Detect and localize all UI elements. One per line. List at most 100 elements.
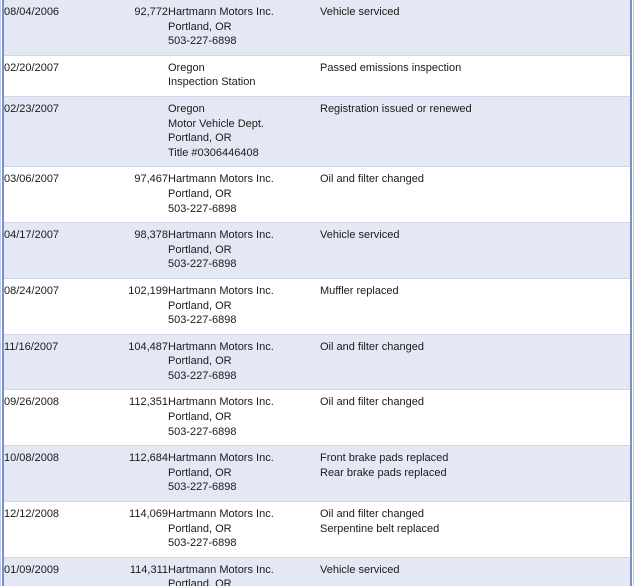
- record-provider-line: Hartmann Motors Inc.: [168, 563, 274, 576]
- record-provider-line: 503-227-6898: [168, 481, 237, 494]
- panel-left-outer-rule: [0, 0, 1, 586]
- record-provider-line: Hartmann Motors Inc.: [168, 340, 274, 353]
- record-service-line: Passed emissions inspection: [320, 61, 462, 74]
- record-service-line: Vehicle serviced: [320, 6, 400, 18]
- record-provider-line: Hartmann Motors Inc.: [168, 6, 274, 18]
- table-row[interactable]: 03/06/2007 97,467 Hartmann Motors Inc. Port…: [4, 166, 630, 224]
- table-row[interactable]: 04/17/2007 98,378 Hartmann Motors Inc. Port…: [4, 222, 630, 279]
- record-provider-line: Portland, OR: [168, 411, 232, 424]
- record-provider: Hartmann Motors Inc. Portland, OR 503-227-…: [168, 0, 320, 56]
- record-date: 04/17/2007: [4, 222, 101, 279]
- record-provider-line: Hartmann Motors Inc.: [168, 452, 274, 465]
- record-provider: Oregon Motor Vehicle Dept. Portland, OR Tit…: [168, 96, 320, 168]
- record-service: Oil and filter changed: [320, 166, 630, 224]
- table-row[interactable]: 02/23/2007 Oregon Motor Vehicle Dept. Portl…: [4, 96, 630, 168]
- record-provider: Hartmann Motors Inc.Portland, OR 503-227-…: [168, 445, 320, 503]
- record-date: 12/12/2008: [4, 501, 101, 558]
- record-provider: Oregon Inspection Station: [168, 55, 320, 97]
- record-provider-line: Oregon: [168, 102, 205, 115]
- record-service-line: Rear brake pads replaced: [320, 466, 447, 479]
- table-row[interactable]: 10/08/2008 112,684 Hartmann Motors Inc. Por…: [4, 445, 630, 503]
- record-service-line: Front brake pads replaced: [320, 452, 449, 465]
- record-provider: Hartmann Motors Inc.Portland, OR 503-227-…: [168, 501, 320, 558]
- record-service-line: Oil and filter changed: [320, 173, 424, 186]
- record-service: Vehicle serviced: [320, 0, 630, 56]
- record-provider-line: Hartmann Motors Inc.: [168, 173, 274, 186]
- record-service-line: Muffler replaced: [320, 284, 399, 297]
- record-mileage: 98,378: [101, 222, 168, 279]
- table-row[interactable]: 01/09/2009 114,311 Hartmann Motors Inc. Por…: [4, 557, 630, 586]
- record-provider-line: Portland, OR: [168, 578, 232, 586]
- table-row[interactable]: 08/04/2006 92,772 Hartmann Motors Inc. Port…: [4, 0, 630, 56]
- record-provider: Hartmann Motors Inc.Portland, OR503-227-…: [168, 557, 320, 586]
- record-service: Passed emissions inspection: [320, 55, 630, 97]
- record-date: 08/24/2007: [4, 278, 101, 335]
- panel-right-rule: [630, 0, 632, 586]
- record-date: 10/08/2008: [4, 445, 101, 503]
- record-provider: Hartmann Motors Inc. Portland, OR 503-227-…: [168, 278, 320, 335]
- table-row[interactable]: 02/20/2007 Oregon Inspection Station Passed…: [4, 55, 630, 97]
- record-mileage: 112,351: [101, 389, 168, 447]
- record-date: 03/06/2007: [4, 166, 101, 224]
- record-provider-line: 503-227-6898: [168, 537, 237, 550]
- record-date: 08/04/2006: [4, 0, 101, 56]
- service-history-table: 08/04/2006 92,772 Hartmann Motors Inc. Port…: [4, 0, 630, 586]
- record-service: Oil and filter changed: [320, 389, 630, 447]
- record-service-line: Serpentine belt replaced: [320, 522, 440, 535]
- record-provider-line: Portland, OR: [168, 20, 232, 33]
- table-row[interactable]: 08/24/2007 102,199 Hartmann Motors Inc. Por…: [4, 278, 630, 335]
- record-mileage: [101, 55, 168, 97]
- panel-right-outer-rule: [633, 0, 634, 586]
- record-mileage: 92,772: [101, 0, 168, 56]
- record-date: 02/23/2007: [4, 96, 101, 168]
- record-mileage: 104,487: [101, 334, 168, 391]
- record-service-line: Oil and filter changed: [320, 340, 424, 353]
- record-service-line: Oil and filter changed: [320, 508, 424, 521]
- record-mileage: 114,311: [101, 557, 168, 586]
- record-provider-line: Portland, OR: [168, 132, 232, 145]
- record-service: Muffler replaced: [320, 278, 630, 335]
- record-provider-line: 503-227-6898: [168, 425, 237, 438]
- record-service-line: Registration issued or renewed: [320, 102, 472, 115]
- record-mileage: [101, 96, 168, 168]
- table-row[interactable]: 09/26/2008 112,351 Hartmann Motors Inc. Por…: [4, 389, 630, 447]
- record-provider-line: Portland, OR: [168, 522, 232, 535]
- table-row[interactable]: 11/16/2007 104,487 Hartmann Motors Inc. Por…: [4, 334, 630, 391]
- record-service: Front brake pads replaced Rear brake pads…: [320, 445, 630, 503]
- record-provider-line: Portland, OR: [168, 466, 232, 479]
- record-date: 11/16/2007: [4, 334, 101, 391]
- record-provider-line: Portland, OR: [168, 243, 232, 256]
- record-provider-line: 503-227-6898: [168, 314, 237, 327]
- record-provider-line: Portland, OR: [168, 299, 232, 312]
- panel-left-rule: [2, 0, 4, 586]
- record-provider-line: 503-227-6898: [168, 258, 237, 271]
- record-mileage: 112,684: [101, 445, 168, 503]
- record-provider-line: Portland, OR: [168, 355, 232, 368]
- record-provider: Hartmann Motors Inc.Portland, OR 503-227-…: [168, 166, 320, 224]
- record-service: Registration issued or renewed: [320, 96, 630, 168]
- record-date: 02/20/2007: [4, 55, 101, 97]
- record-provider-line: 503-227-6898: [168, 202, 237, 215]
- record-mileage: 97,467: [101, 166, 168, 224]
- record-provider-line: Title #0306446408: [168, 146, 259, 159]
- record-provider-line: Inspection Station: [168, 76, 256, 89]
- record-service-line: Oil and filter changed: [320, 396, 424, 409]
- record-service: Vehicle serviced: [320, 222, 630, 279]
- table-row[interactable]: 12/12/2008 114,069 Hartmann Motors Inc. Por…: [4, 501, 630, 558]
- record-provider-line: Hartmann Motors Inc.: [168, 284, 274, 297]
- record-service: Oil and filter changed: [320, 334, 630, 391]
- record-provider-line: 503-227-6898: [168, 35, 237, 48]
- record-provider-line: Hartmann Motors Inc.: [168, 508, 274, 521]
- record-provider-line: Portland, OR: [168, 187, 232, 200]
- record-date: 01/09/2009: [4, 557, 101, 586]
- service-history-body: 08/04/2006 92,772 Hartmann Motors Inc. Port…: [4, 0, 630, 586]
- record-provider-line: Oregon: [168, 61, 205, 74]
- record-service-line: Vehicle serviced: [320, 229, 400, 242]
- record-provider-line: Motor Vehicle Dept.: [168, 117, 264, 130]
- record-date: 09/26/2008: [4, 389, 101, 447]
- record-service: Vehicle serviced: [320, 557, 630, 586]
- record-provider-line: 503-227-6898: [168, 369, 237, 382]
- record-provider-line: Hartmann Motors Inc.: [168, 396, 274, 409]
